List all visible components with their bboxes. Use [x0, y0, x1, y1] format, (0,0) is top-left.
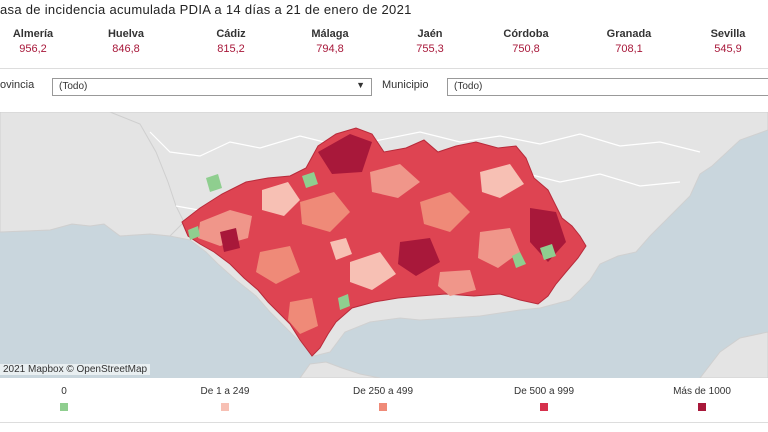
province-value: 708,1: [615, 43, 643, 55]
legend-item-0: 0: [14, 386, 114, 416]
legend-swatch: [540, 403, 548, 411]
legend-item-4: Más de 1000: [652, 386, 752, 416]
province-name: Almería: [12, 28, 54, 40]
map-attribution[interactable]: 2021 Mapbox © OpenStreetMap: [0, 364, 151, 375]
province-cadiz: Cádiz 815,2: [186, 28, 276, 55]
map-canvas[interactable]: [0, 112, 768, 378]
province-value: 755,3: [416, 43, 444, 55]
municipality-patches: [198, 134, 566, 334]
provincia-label: ovincia: [0, 79, 35, 91]
province-value: 794,8: [316, 43, 344, 55]
legend-swatch: [698, 403, 706, 411]
border-line: [149, 131, 701, 157]
legend-label: De 250 a 499: [352, 386, 414, 397]
legend-label: De 500 a 999: [513, 386, 575, 397]
legend: 0 De 1 a 249 De 250 a 499 De 500 a 999 M…: [0, 386, 768, 432]
chevron-down-icon: ▼: [356, 80, 365, 90]
province-sevilla: Sevilla 545,9: [683, 28, 768, 55]
province-value: 750,8: [512, 43, 540, 55]
land-africa: [299, 361, 381, 378]
province-summary: Almería 956,2 Huelva 846,8 Cádiz 815,2 M…: [0, 28, 768, 69]
province-value: 846,8: [112, 43, 140, 55]
province-name: Málaga: [311, 28, 349, 40]
municipio-label: Municipio: [382, 79, 429, 91]
zero-case-patches: [188, 172, 556, 310]
legend-item-1: De 1 a 249: [175, 386, 275, 416]
province-malaga: Málaga 794,8: [285, 28, 375, 55]
province-jaen: Jaén 755,3: [385, 28, 475, 55]
provincia-select[interactable]: (Todo) ▼: [52, 78, 372, 96]
province-huelva: Huelva 846,8: [81, 28, 171, 55]
legend-label: Más de 1000: [673, 386, 731, 397]
legend-swatch: [60, 403, 68, 411]
land-portugal: [0, 112, 185, 237]
province-granada: Granada 708,1: [584, 28, 674, 55]
province-almeria: Almería 956,2: [0, 28, 78, 55]
province-name: Córdoba: [503, 28, 549, 40]
border-line: [519, 171, 681, 187]
provincia-select-value: (Todo): [59, 81, 88, 92]
legend-item-2: De 250 a 499: [333, 386, 433, 416]
land-africa-east: [699, 331, 768, 378]
province-value: 956,2: [19, 43, 47, 55]
filters-bar: ovincia (Todo) ▼ Municipio (Todo): [0, 76, 768, 102]
province-name: Jaén: [417, 28, 443, 40]
legend-item-3: De 500 a 999: [494, 386, 594, 416]
municipio-select-value: (Todo): [454, 81, 483, 92]
divider: [0, 422, 768, 423]
municipio-select[interactable]: (Todo): [447, 78, 768, 96]
province-value: 815,2: [217, 43, 245, 55]
legend-label: De 1 a 249: [200, 386, 250, 397]
province-name: Cádiz: [216, 28, 246, 40]
page-title: asa de incidencia acumulada PDIA a 14 dí…: [0, 2, 412, 17]
legend-label: 0: [61, 386, 67, 397]
province-cordoba: Córdoba 750,8: [481, 28, 571, 55]
province-value: 545,9: [714, 43, 742, 55]
province-name: Granada: [606, 28, 652, 40]
province-name: Huelva: [107, 28, 145, 40]
map-view[interactable]: [0, 112, 768, 378]
province-name: Sevilla: [710, 28, 746, 40]
legend-swatch: [379, 403, 387, 411]
legend-swatch: [221, 403, 229, 411]
